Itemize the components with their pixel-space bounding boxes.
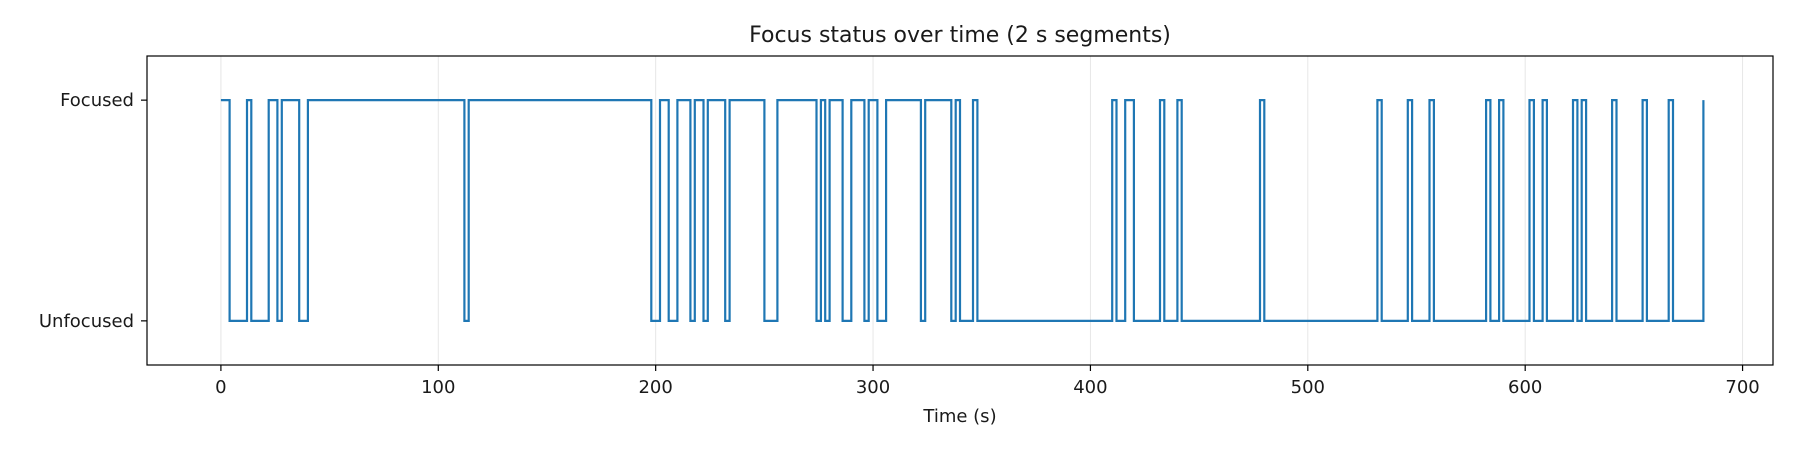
plot-area-frame	[146, 55, 1774, 366]
x-tick-label: 100	[421, 377, 455, 398]
grid-lines	[220, 56, 1744, 365]
series-line-focus-status	[220, 99, 1705, 322]
x-tick-label: 600	[1508, 377, 1542, 398]
x-tick-label: 400	[1073, 377, 1107, 398]
x-axis: 0 100 200 300 400 500 600 700	[215, 365, 1760, 398]
x-tick-label: 0	[215, 377, 226, 398]
x-tick-label: 200	[638, 377, 672, 398]
x-tick-label: 500	[1291, 377, 1325, 398]
y-axis: Unfocused Focused	[39, 90, 147, 332]
y-tick-label: Focused	[60, 90, 134, 111]
x-tick-label: 300	[856, 377, 890, 398]
chart-title: Focus status over time (2 s segments)	[749, 23, 1171, 48]
y-tick-label: Unfocused	[39, 311, 134, 332]
x-tick-label: 700	[1725, 377, 1759, 398]
x-axis-label: Time (s)	[922, 406, 996, 427]
